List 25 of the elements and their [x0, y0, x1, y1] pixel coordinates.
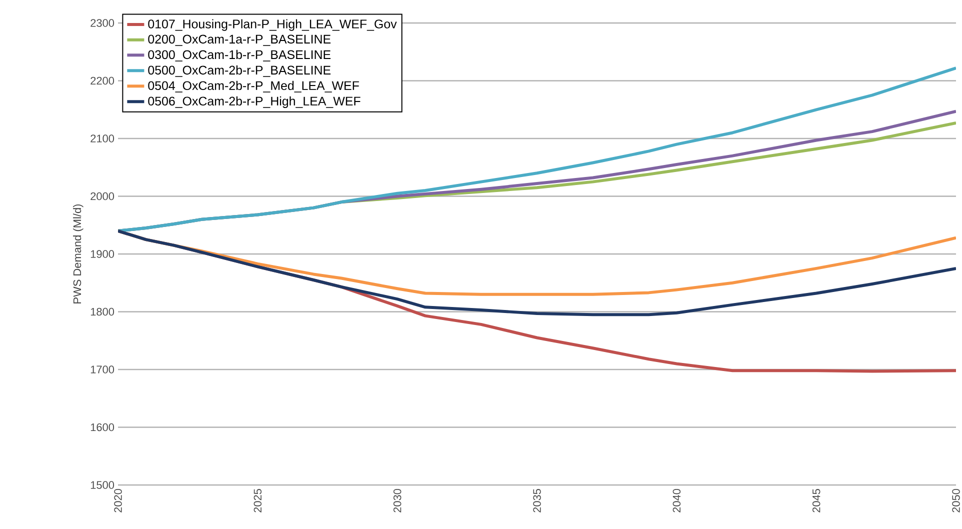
y-tick-label: 1500 [90, 481, 114, 489]
x-tick-label: 2050 [952, 488, 960, 512]
legend-label: 0500_OxCam-2b-r-P_BASELINE [148, 65, 331, 77]
y-tick-label: 1700 [90, 366, 114, 374]
line-series [118, 66, 956, 232]
y-tick-label: 2100 [90, 134, 114, 142]
y-axis-title: PWS Demand (Ml/d) [73, 204, 84, 304]
legend-label: 0506_OxCam-2b-r-P_High_LEA_WEF [148, 96, 360, 108]
line-series [118, 229, 956, 316]
y-tick-label: 2300 [90, 19, 114, 27]
x-tick-label: 2040 [672, 488, 681, 512]
y-tick-label: 1900 [90, 250, 114, 258]
y-tick-label: 1800 [90, 308, 114, 316]
legend-label: 0504_OxCam-2b-r-P_Med_LEA_WEF [148, 80, 359, 92]
y-tick-label: 2000 [90, 192, 114, 200]
legend-label: 0107_Housing-Plan-P_High_LEA_WEF_Gov [148, 19, 397, 31]
x-tick-label: 2020 [114, 488, 122, 512]
y-tick-label: 2200 [90, 76, 114, 85]
x-tick-label: 2030 [393, 488, 402, 512]
y-tick-label: 1600 [90, 423, 114, 432]
x-tick-label: 2035 [533, 488, 541, 512]
legend-label: 0300_OxCam-1b-r-P_BASELINE [148, 50, 331, 62]
legend-label: 0200_OxCam-1a-r-P_BASELINE [148, 34, 331, 46]
x-tick-label: 2045 [812, 488, 820, 512]
x-tick-label: 2025 [254, 488, 262, 512]
